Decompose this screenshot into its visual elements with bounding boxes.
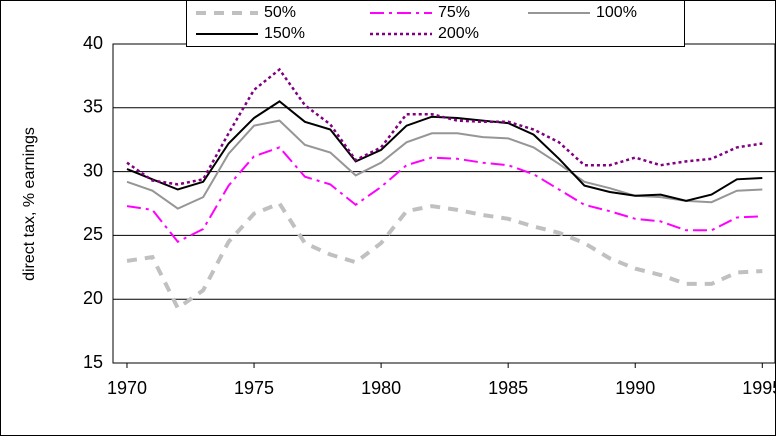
x-tick-label: 1980 — [361, 378, 401, 398]
legend-label: 75% — [438, 4, 470, 21]
y-tick-label: 30 — [83, 160, 103, 180]
legend-label: 150% — [264, 25, 305, 42]
x-tick-label: 1985 — [488, 378, 528, 398]
legend-label: 100% — [596, 4, 637, 21]
legend-label: 200% — [438, 25, 479, 42]
y-tick-label: 20 — [83, 288, 103, 308]
y-tick-label: 15 — [83, 352, 103, 372]
x-tick-label: 1990 — [615, 378, 655, 398]
series-line — [126, 67, 763, 186]
x-tick-label: 1970 — [107, 378, 147, 398]
x-tick-label: 1975 — [234, 378, 274, 398]
series-line — [126, 146, 763, 244]
series-line — [126, 119, 763, 210]
legend-label: 50% — [264, 4, 296, 21]
series-line — [126, 201, 763, 312]
y-tick-label: 25 — [83, 224, 103, 244]
y-tick-label: 35 — [83, 97, 103, 117]
legend-box — [186, 0, 685, 47]
y-axis-label: direct tax, % earnings — [21, 127, 38, 281]
y-tick-label: 40 — [83, 33, 103, 53]
